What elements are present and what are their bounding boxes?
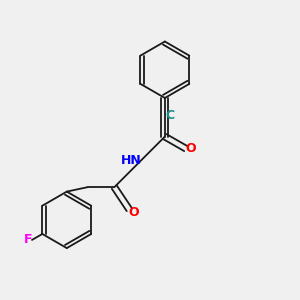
Text: C: C xyxy=(166,109,175,122)
Text: O: O xyxy=(128,206,139,219)
Text: O: O xyxy=(186,142,196,155)
Text: F: F xyxy=(24,233,33,246)
Text: HN: HN xyxy=(121,154,142,167)
